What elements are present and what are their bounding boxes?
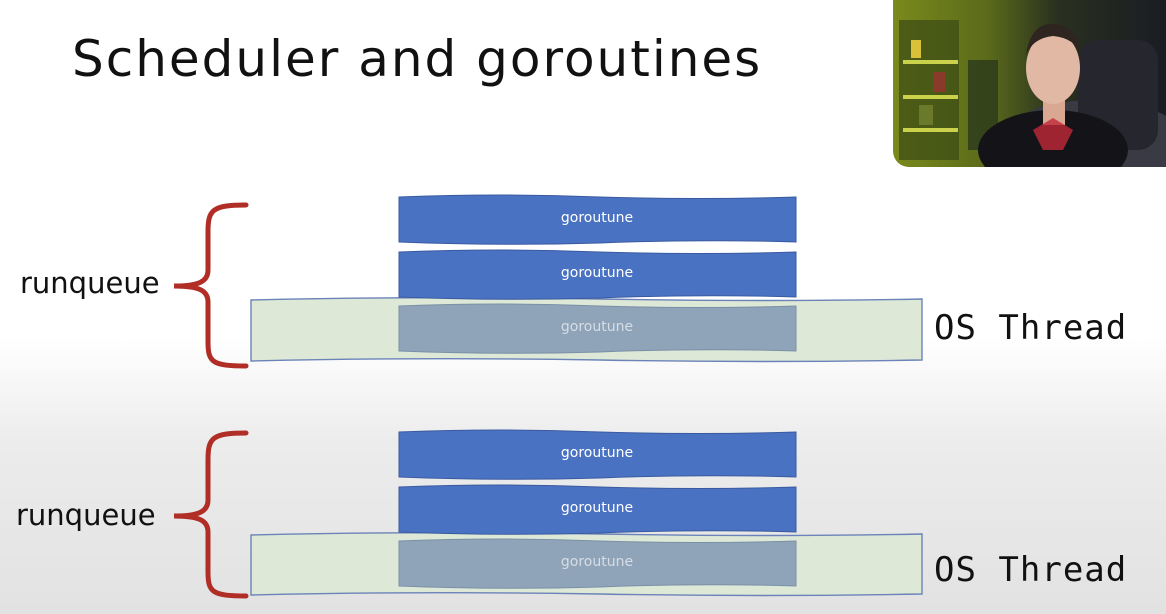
runqueue-brace [173,202,249,369]
goroutine-label: goroutune [560,500,634,516]
runqueue-label: runqueue [16,498,156,532]
os-thread-label: OS Thread [934,550,1128,590]
os-thread-label: OS Thread [934,308,1128,348]
goroutine-label: goroutune [560,445,634,461]
goroutine-block [398,429,797,480]
goroutine-block [398,249,797,300]
runqueue-brace [173,430,249,599]
goroutine-block [398,194,797,245]
runqueue-label: runqueue [20,266,160,300]
goroutine-label: goroutune [560,265,634,281]
goroutine-label: goroutune [560,319,634,335]
goroutine-block [398,484,797,535]
slide-title: Scheduler and goroutines [72,30,763,88]
goroutine-block-running [398,538,797,589]
webcam-overlay [893,0,1166,167]
goroutine-label: goroutune [560,554,634,570]
goroutine-label: goroutune [560,210,634,226]
goroutine-block-running [398,303,797,354]
